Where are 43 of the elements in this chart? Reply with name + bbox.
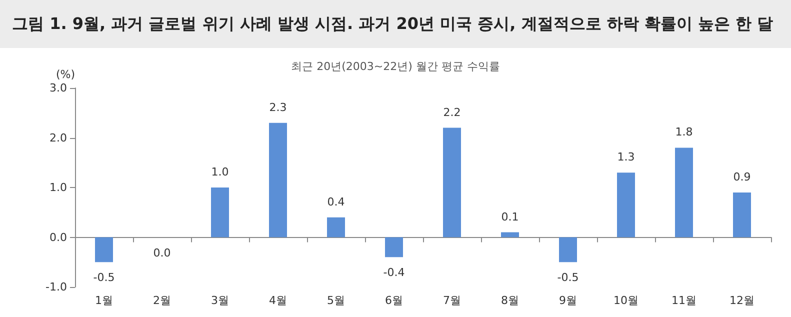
data-label: 0.1	[501, 210, 519, 224]
data-label: 1.3	[617, 150, 635, 164]
x-tick-label: 5월	[327, 294, 345, 307]
bar	[675, 148, 693, 238]
bar	[269, 122, 287, 238]
y-axis-title: (%)	[56, 68, 75, 81]
y-tick-label: 2.0	[50, 131, 67, 144]
bar	[327, 217, 345, 238]
bar	[211, 188, 229, 238]
bar	[95, 237, 113, 262]
x-tick-label: 1월	[95, 294, 113, 307]
data-label: -0.5	[557, 271, 579, 284]
y-tick-label: -1.0	[46, 280, 67, 294]
x-tick-label: 4월	[269, 294, 287, 307]
bar	[733, 192, 751, 238]
y-tick-label: 1.0	[50, 181, 67, 194]
data-label: -0.4	[383, 266, 405, 280]
bar	[501, 232, 519, 238]
chart-title: 그림 1. 9월, 과거 글로벌 위기 사례 발생 시점. 과거 20년 미국 증시, 계절적으로 하락 확률이 높은 한 달	[0, 0, 791, 48]
x-tick-label: 7월	[443, 294, 461, 307]
data-label: 0.0	[153, 246, 171, 260]
chart-subtitle: 최근 20년(2003~22년) 월간 평균 수익률	[291, 60, 500, 73]
x-tick-label: 2월	[153, 294, 171, 307]
y-tick-label: 3.0	[50, 82, 67, 94]
x-tick-label: 3월	[211, 294, 229, 307]
x-tick-label: 12월	[730, 294, 754, 307]
data-label: 2.3	[269, 100, 287, 114]
data-label: 0.9	[733, 170, 751, 184]
bar	[559, 237, 577, 262]
x-tick-label: 8월	[501, 294, 519, 307]
x-tick-label: 10월	[614, 294, 638, 307]
data-label: 1.0	[211, 166, 229, 178]
x-tick-label: 11월	[672, 294, 696, 307]
x-tick-label: 9월	[559, 294, 577, 307]
y-tick-label: 0.0	[50, 230, 67, 244]
bar	[617, 172, 635, 238]
data-label: 2.2	[443, 106, 461, 119]
data-label: 0.4	[327, 195, 345, 208]
bar	[385, 237, 403, 258]
data-label: -0.5	[93, 271, 115, 284]
x-tick-label: 6월	[385, 294, 403, 307]
data-label: 1.8	[675, 126, 693, 139]
bar	[443, 128, 461, 238]
